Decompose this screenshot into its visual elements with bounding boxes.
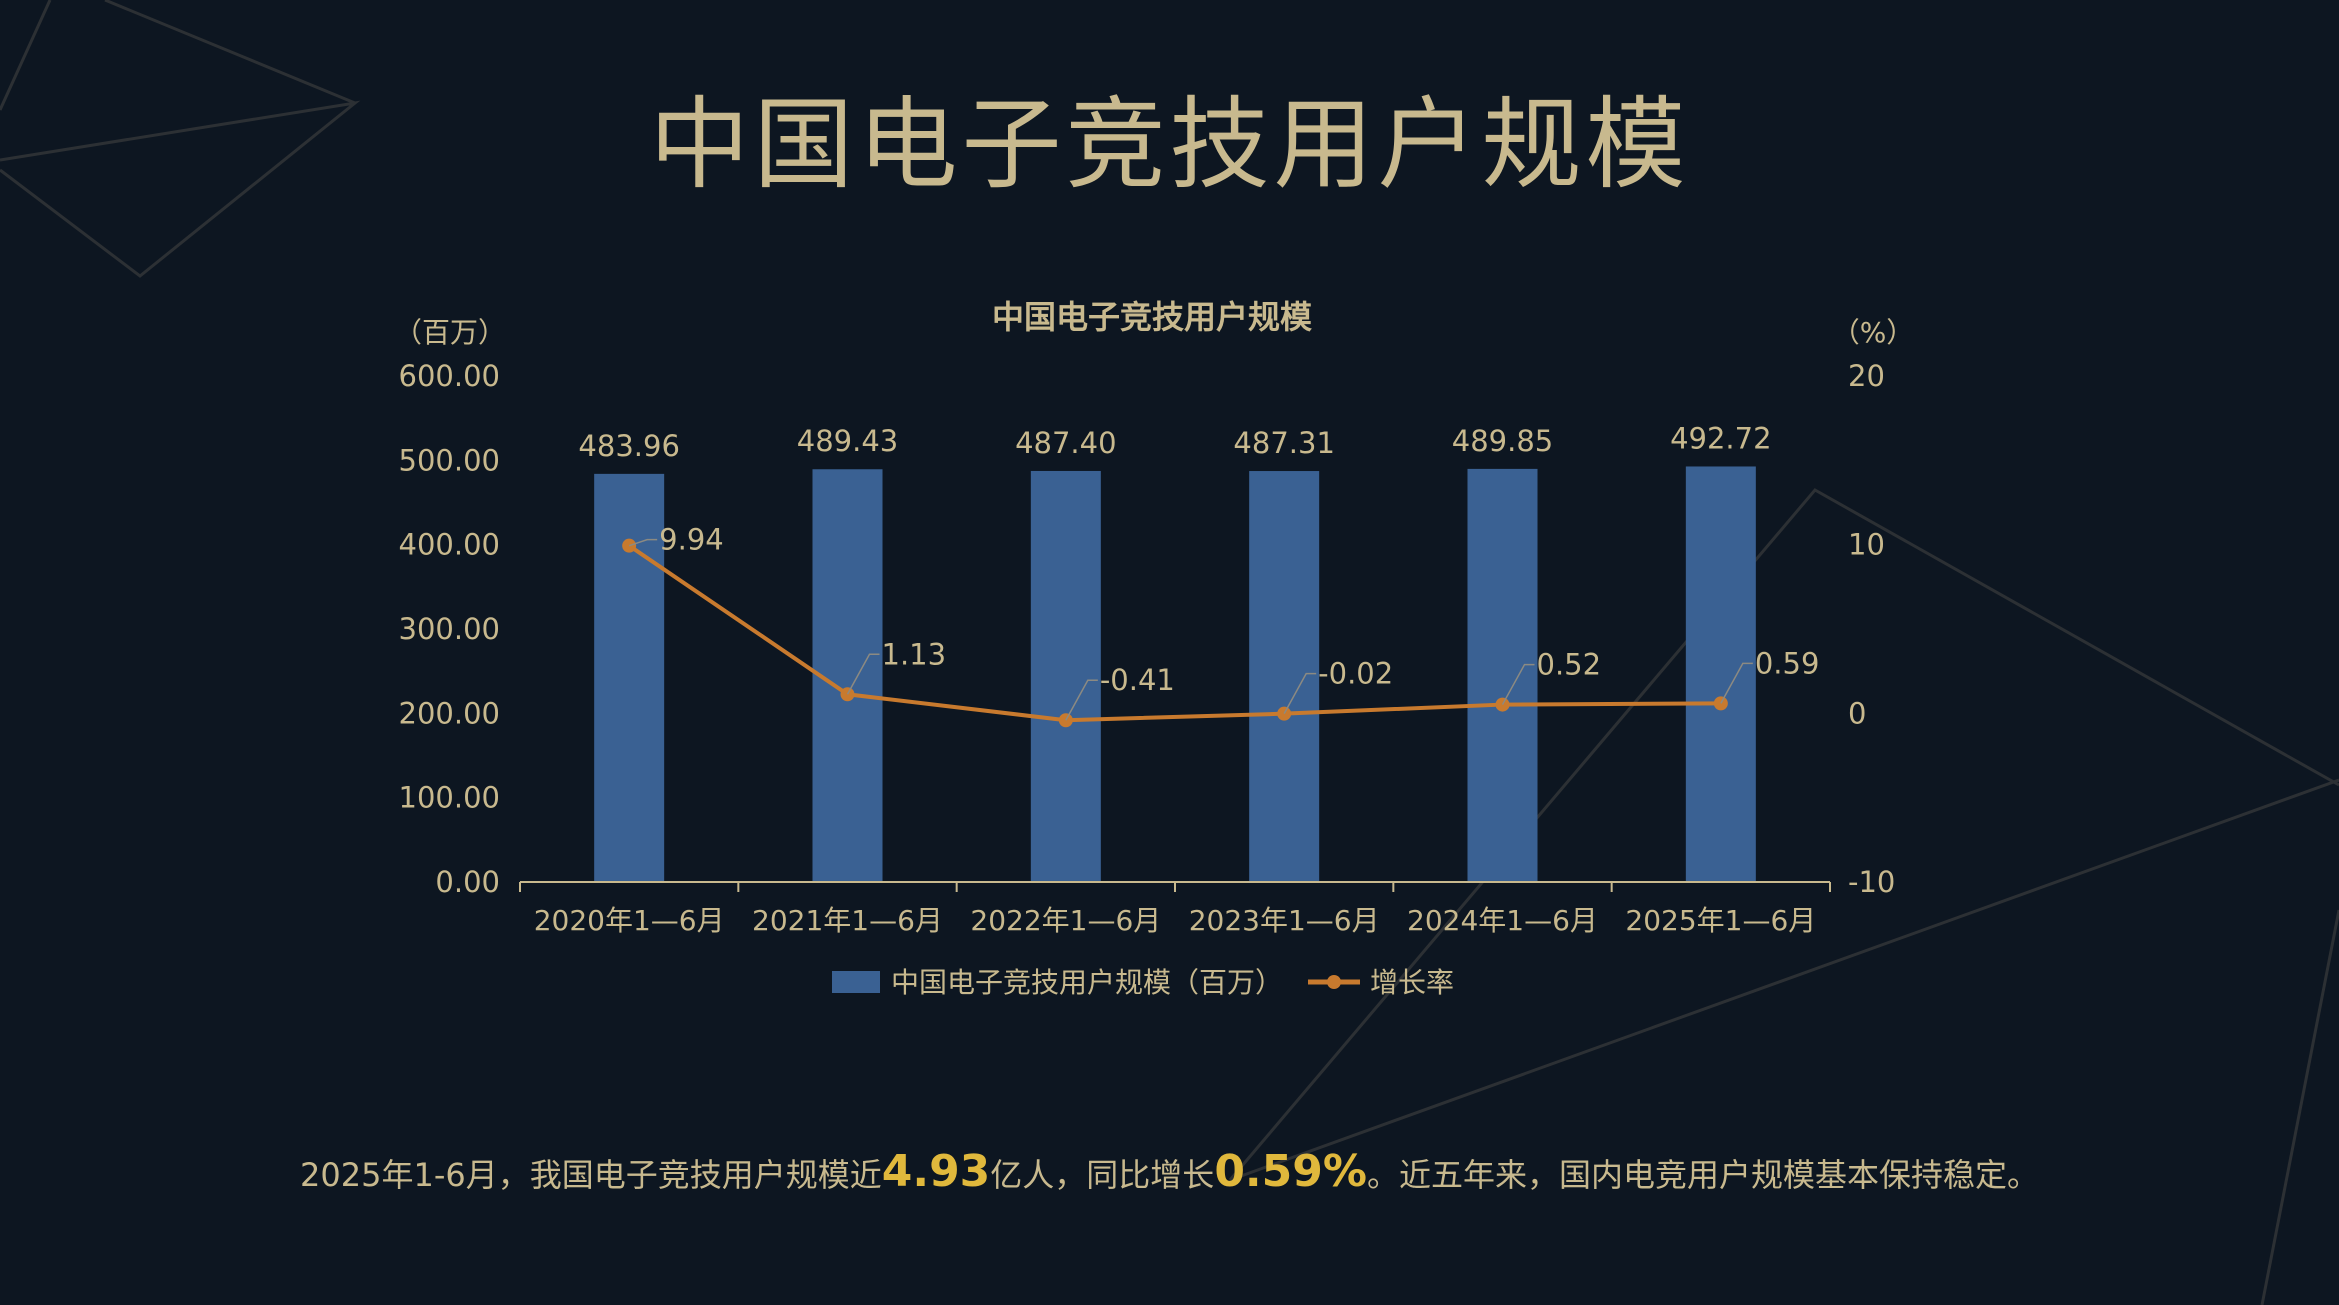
chart-title: 中国电子竞技用户规模 <box>992 298 1312 336</box>
growth-value-label: 9.94 <box>659 523 724 557</box>
x-axis-tick-label: 2023年1—6月 <box>1189 904 1380 937</box>
legend-bar-swatch <box>832 971 880 993</box>
legend-line-label: 增长率 <box>1370 966 1454 999</box>
x-axis-tick-label: 2024年1—6月 <box>1407 904 1598 937</box>
bar-value-label: 489.85 <box>1452 424 1553 458</box>
growth-label-leader <box>1283 672 1317 715</box>
right-axis-tick-label: -10 <box>1848 865 1895 899</box>
growth-label-leader <box>846 653 880 695</box>
growth-label-leader <box>628 538 658 547</box>
bar <box>1030 470 1101 882</box>
left-axis-tick-label: 200.00 <box>399 696 500 730</box>
summary-text: 2025年1-6月，我国电子竞技用户规模近4.93亿人，同比增长0.59%。近五… <box>0 1144 2339 1203</box>
summary-mid: 亿人，同比增长 <box>990 1156 1215 1194</box>
right-axis-tick-label: 0 <box>1848 696 1866 730</box>
left-axis-tick-label: 300.00 <box>399 612 500 646</box>
bar-value-label: 487.40 <box>1015 426 1116 460</box>
left-axis-tick-label: 0.00 <box>435 865 500 899</box>
summary-pre: 2025年1-6月，我国电子竞技用户规模近 <box>300 1156 882 1194</box>
left-axis-tick-label: 100.00 <box>399 781 500 815</box>
legend-bar-label: 中国电子竞技用户规模（百万） <box>891 966 1283 999</box>
bar-value-label: 483.96 <box>578 429 679 463</box>
bar <box>1685 466 1756 882</box>
page-title: 中国电子竞技用户规模 <box>649 86 1690 203</box>
summary-highlight-users: 4.93 <box>881 1146 991 1197</box>
left-axis-tick-label: 600.00 <box>399 359 500 393</box>
growth-value-label: -0.02 <box>1318 657 1393 691</box>
growth-line <box>628 544 1721 723</box>
bar-value-label: 489.43 <box>797 424 898 458</box>
summary-post: 。近五年来，国内电竞用户规模基本保持稳定。 <box>1366 1156 2039 1194</box>
x-axis-tick-label: 2021年1—6月 <box>752 904 943 937</box>
growth-label-leader <box>1720 662 1753 704</box>
right-axis-unit: （%） <box>1832 316 1915 349</box>
x-axis-tick-label: 2022年1—6月 <box>970 904 1161 937</box>
right-axis-tick-label: 10 <box>1848 528 1885 562</box>
right-axis-tick-label: 20 <box>1848 359 1885 393</box>
bar-value-label: 492.72 <box>1670 421 1771 455</box>
bar <box>1467 468 1538 882</box>
summary-highlight-growth: 0.59% <box>1214 1146 1367 1197</box>
growth-value-label: -0.41 <box>1100 663 1175 697</box>
legend-line-marker <box>1327 975 1341 989</box>
bar <box>812 469 883 882</box>
bar <box>1249 471 1320 882</box>
left-axis-tick-label: 500.00 <box>399 443 500 477</box>
growth-value-label: 0.52 <box>1537 648 1602 682</box>
x-axis-tick-label: 2020年1—6月 <box>534 904 725 937</box>
growth-value-label: 1.13 <box>882 637 947 671</box>
growth-value-label: 0.59 <box>1755 646 1820 680</box>
growth-label-leader <box>1065 679 1098 721</box>
legend: 中国电子竞技用户规模（百万） 增长率 <box>832 966 1454 999</box>
growth-label-leader <box>1501 663 1535 705</box>
left-axis-unit: （百万） <box>394 316 506 349</box>
bar <box>594 473 665 882</box>
bar-value-label: 487.31 <box>1233 426 1334 460</box>
x-axis-tick-label: 2025年1—6月 <box>1625 904 1816 937</box>
left-axis-tick-label: 400.00 <box>399 528 500 562</box>
